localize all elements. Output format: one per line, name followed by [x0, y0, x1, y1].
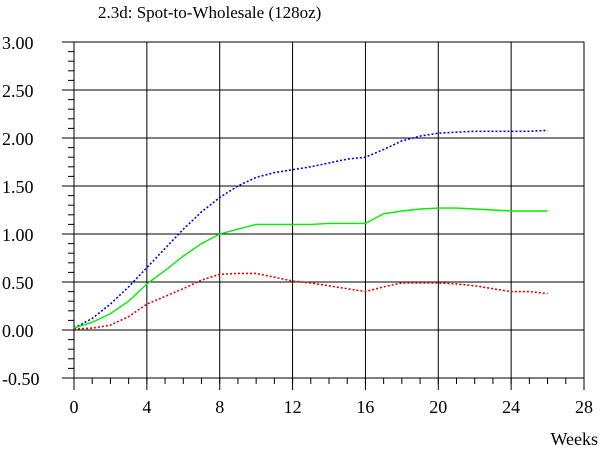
y-tick-label: -0.50 — [2, 369, 40, 389]
x-tick-label: 24 — [502, 397, 520, 417]
plot-frame — [73, 41, 585, 379]
x-tick-label: 4 — [142, 397, 151, 417]
chart-title: 2.3d: Spot-to-Wholesale (128oz) — [98, 3, 322, 22]
x-tick-label: 16 — [356, 397, 374, 417]
y-tick-label: 3.00 — [2, 33, 34, 53]
x-tick-label: 28 — [575, 397, 593, 417]
x-tick-label: 8 — [215, 397, 224, 417]
x-axis-label: Weeks — [550, 429, 598, 449]
y-tick-label: 2.00 — [2, 129, 34, 149]
series-line-1 — [73, 129, 548, 329]
y-tick-label: 2.50 — [2, 81, 34, 101]
y-tick-label: 1.50 — [2, 177, 34, 197]
x-tick-label: 20 — [429, 397, 447, 417]
series-line-2 — [73, 207, 548, 329]
y-tick-label: 0.00 — [2, 321, 34, 341]
x-tick-label: 0 — [70, 397, 79, 417]
y-tick-label: 1.00 — [2, 225, 34, 245]
y-tick-label: 0.50 — [2, 273, 34, 293]
series-line-3 — [73, 272, 548, 330]
x-tick-label: 12 — [284, 397, 302, 417]
